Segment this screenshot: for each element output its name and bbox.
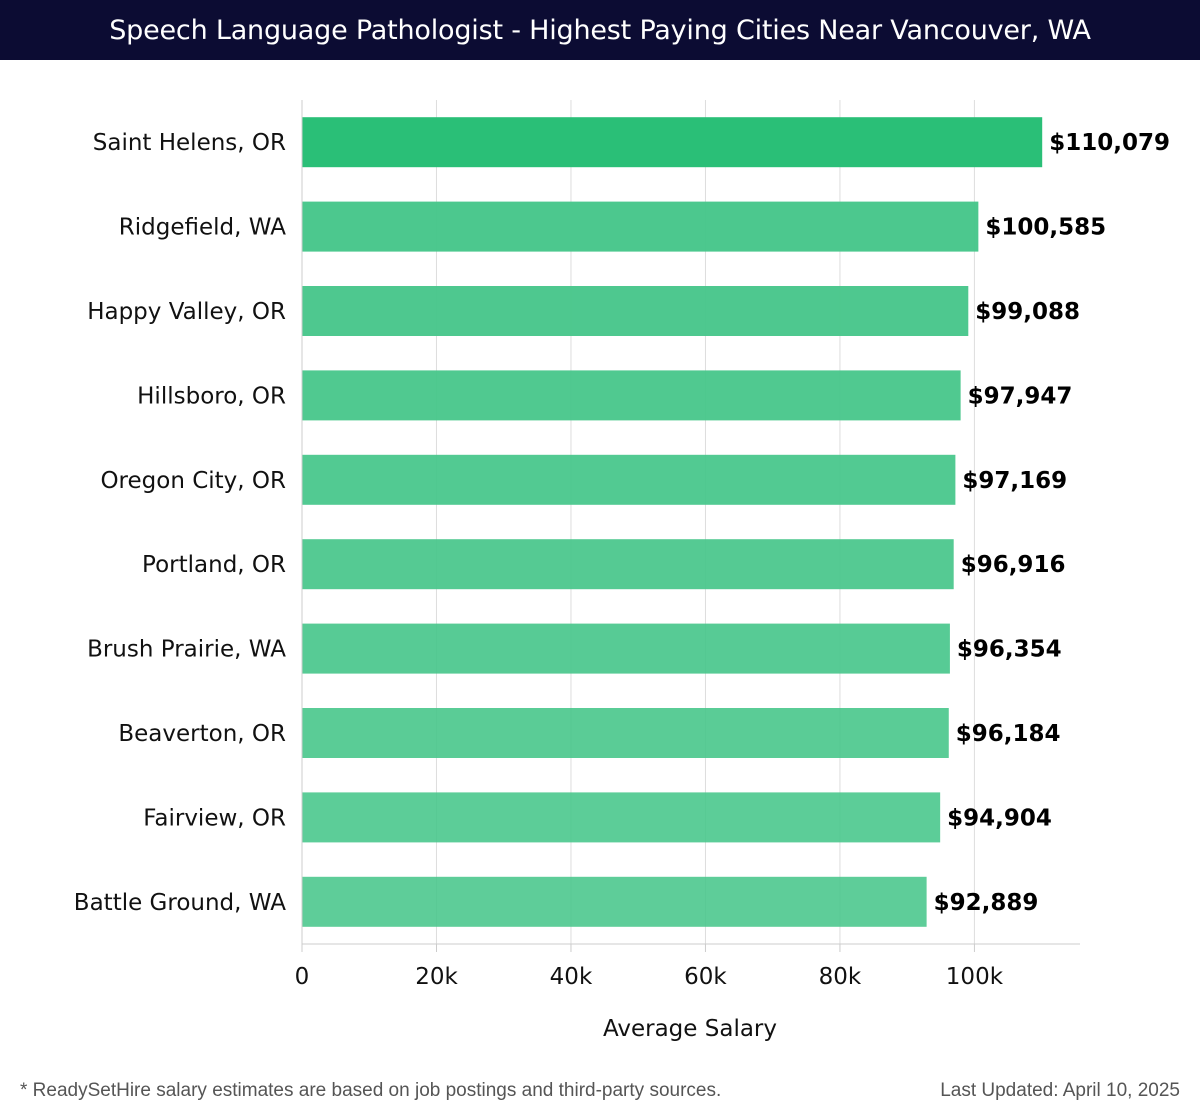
- bar[interactable]: [302, 708, 949, 758]
- bar[interactable]: [302, 792, 941, 843]
- y-category-label: Beaverton, OR: [118, 721, 286, 747]
- bar[interactable]: [302, 539, 954, 590]
- bar-value-label: $96,916: [961, 552, 1066, 578]
- bar-value-label: $97,169: [962, 468, 1067, 494]
- x-axis-title: Average Salary: [603, 1016, 777, 1042]
- y-category-label: Fairview, OR: [143, 805, 286, 831]
- x-tick-label: 60k: [684, 964, 727, 990]
- x-tick-label: 0: [295, 964, 310, 990]
- bar-value-label: $96,354: [957, 637, 1062, 663]
- chart-title: Speech Language Pathologist - Highest Pa…: [109, 14, 1091, 46]
- y-category-label: Ridgefield, WA: [119, 215, 286, 241]
- bar-value-label: $97,947: [968, 383, 1073, 409]
- axes: 0 20k 40k 60k 80k 100k Saint Helens, OR Ridgefi…: [74, 100, 1080, 990]
- bar-value-label: $99,088: [975, 299, 1080, 325]
- bar[interactable]: [302, 454, 956, 505]
- x-tick-label: 80k: [819, 964, 862, 990]
- bar-value-label: $94,904: [947, 805, 1052, 831]
- bar-value-label: $110,079: [1049, 130, 1170, 156]
- bar[interactable]: [302, 623, 950, 674]
- bar-value-label: $96,184: [956, 721, 1061, 747]
- bar[interactable]: [302, 286, 969, 336]
- x-tick-label: 20k: [415, 964, 458, 990]
- x-tick-label: 100k: [946, 964, 1004, 990]
- bar-value-label: $92,889: [934, 890, 1039, 916]
- bar[interactable]: [302, 201, 979, 252]
- bar[interactable]: [302, 370, 961, 421]
- bar[interactable]: [302, 876, 927, 927]
- bars: $110,079 $100,585 $99,088 $97,947 $97,169 $96…: [302, 117, 1170, 927]
- y-category-label: Portland, OR: [142, 552, 286, 578]
- chart-header: Speech Language Pathologist - Highest Pa…: [0, 0, 1200, 60]
- salary-bar-chart: $110,079 $100,585 $99,088 $97,947 $97,169 $96…: [74, 100, 1170, 1042]
- x-tick-label: 40k: [550, 964, 593, 990]
- footer-note: * ReadySetHire salary estimates are base…: [20, 1080, 722, 1101]
- y-category-label: Battle Ground, WA: [74, 890, 286, 916]
- y-category-label: Hillsboro, OR: [137, 383, 286, 409]
- y-category-label: Saint Helens, OR: [93, 130, 286, 156]
- y-category-label: Brush Prairie, WA: [87, 637, 286, 663]
- bar[interactable]: [302, 117, 1043, 168]
- y-category-label: Oregon City, OR: [100, 468, 286, 494]
- y-category-label: Happy Valley, OR: [87, 299, 286, 325]
- bar-value-label: $100,585: [985, 215, 1106, 241]
- last-updated: Last Updated: April 10, 2025: [940, 1080, 1180, 1101]
